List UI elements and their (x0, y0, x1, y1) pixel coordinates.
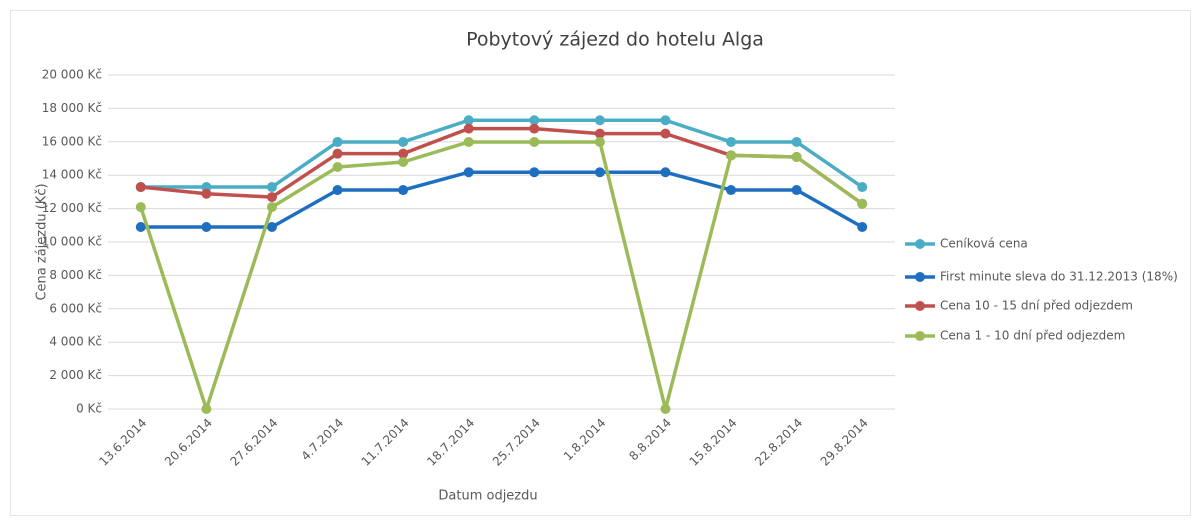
legend-marker (915, 239, 925, 249)
point (201, 404, 212, 414)
chart-title: Pobytový zájezd do hotelu Alga (466, 29, 764, 51)
point (398, 148, 409, 159)
point (726, 136, 737, 147)
point (660, 128, 671, 139)
point (332, 136, 343, 147)
point (135, 182, 146, 193)
point (398, 185, 409, 196)
point (857, 182, 868, 193)
series-line (140, 170, 864, 229)
point (135, 202, 146, 213)
point (266, 202, 277, 213)
point (529, 167, 540, 178)
point (463, 167, 474, 178)
point (726, 185, 737, 196)
y-tick-label: 0 Kč (76, 402, 102, 416)
legend-label: Ceníková cena (940, 237, 1028, 251)
point (791, 151, 802, 162)
y-tick-label: 6 000 Kč (49, 301, 102, 315)
point (332, 162, 343, 173)
point (463, 123, 474, 134)
point (332, 185, 343, 196)
legend-label: Cena 1 - 10 dní před odjezdem (940, 329, 1125, 343)
point (529, 115, 540, 126)
point (266, 192, 277, 203)
point (857, 198, 868, 209)
point (857, 222, 868, 233)
point (660, 167, 671, 178)
legend-marker (915, 331, 925, 341)
point (594, 167, 605, 178)
point (463, 115, 474, 126)
point (266, 222, 277, 233)
y-tick-label: 2 000 Kč (49, 368, 102, 382)
point (332, 148, 343, 159)
point (660, 115, 671, 126)
point (594, 136, 605, 147)
legend-marker (915, 272, 925, 282)
point (266, 182, 277, 193)
y-tick-label: 14 000 Kč (42, 168, 102, 182)
point (398, 136, 409, 147)
point (463, 136, 474, 147)
y-tick-label: 18 000 Kč (42, 101, 102, 115)
legend-marker (915, 301, 925, 311)
y-tick-label: 10 000 Kč (42, 235, 102, 249)
chart-frame (10, 10, 1191, 516)
y-tick-label: 20 000 Kč (42, 68, 102, 82)
point (594, 115, 605, 126)
point (529, 136, 540, 147)
point (201, 222, 212, 233)
y-tick-label: 8 000 Kč (49, 268, 102, 282)
point (398, 157, 409, 168)
y-tick-label: 12 000 Kč (42, 201, 102, 215)
legend-label: Cena 10 - 15 dní před odjezdem (940, 299, 1133, 313)
point (201, 188, 212, 199)
y-tick-label: 4 000 Kč (49, 335, 102, 349)
y-axis-label: Cena zájezdu (Kč) (35, 183, 50, 300)
legend-label: First minute sleva do 31.12.2013 (18%) (940, 270, 1178, 284)
point (726, 150, 737, 161)
y-tick-label: 16 000 Kč (42, 134, 102, 148)
series-line (139, 140, 864, 411)
point (660, 404, 671, 414)
point (791, 136, 802, 147)
point (529, 123, 540, 134)
x-axis-label: Datum odjezdu (438, 489, 537, 504)
point (594, 128, 605, 139)
point (135, 222, 146, 233)
series-line (140, 118, 864, 189)
point (791, 185, 802, 196)
